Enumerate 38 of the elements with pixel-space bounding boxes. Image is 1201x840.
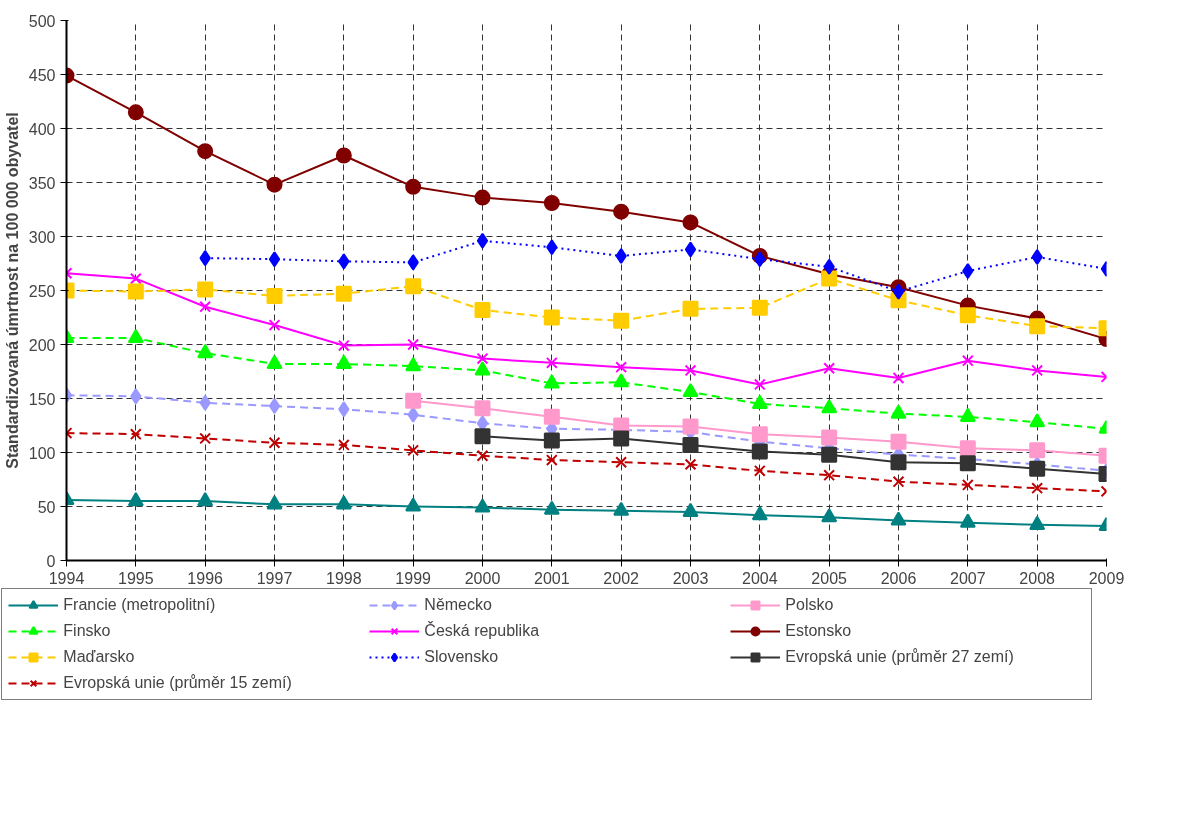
- x-tick-label: 2008: [1019, 569, 1056, 587]
- y-tick-label: 450: [28, 66, 56, 84]
- legend-label: Polsko: [785, 596, 835, 614]
- x-tick-label: 1995: [118, 569, 154, 587]
- x-tick-label: 2009: [1088, 569, 1125, 587]
- legend-label: Slovensko: [424, 648, 500, 666]
- y-tick-label: 50: [37, 498, 56, 516]
- x-tick-label: 2007: [950, 569, 986, 587]
- x-tick-label: 2003: [672, 569, 709, 587]
- y-tick-label: 100: [28, 444, 56, 462]
- legend-label: Německo: [424, 596, 493, 614]
- legend-label: Finsko: [63, 622, 112, 640]
- y-tick-label: 350: [28, 174, 56, 192]
- legend-label: Evropská unie (průměr 15 zemí): [63, 674, 293, 692]
- x-tick-label: 2004: [742, 569, 778, 587]
- x-tick-label: 2005: [811, 569, 848, 587]
- y-axis-title: Standardizovaná úmrtnost na 100 000 obyvatel: [3, 112, 21, 469]
- legend-label: Česká republika: [424, 622, 541, 640]
- y-tick-label: 200: [28, 336, 56, 354]
- x-tick-label: 2006: [880, 569, 917, 587]
- x-tick-label: 2001: [534, 569, 570, 587]
- legend-label: Maďarsko: [63, 648, 136, 666]
- y-tick-label: 250: [28, 282, 56, 300]
- y-tick-label: 400: [28, 120, 56, 138]
- x-tick-label: 2000: [464, 569, 501, 587]
- x-tick-label: 1996: [187, 569, 224, 587]
- legend-label: Evropská unie (průměr 27 zemí): [785, 648, 1015, 666]
- y-tick-label: 500: [28, 12, 56, 30]
- y-tick-label: 0: [46, 552, 56, 570]
- legend-label: Estonsko: [785, 622, 853, 640]
- x-tick-label: 1998: [326, 569, 362, 587]
- x-tick-label: 2002: [603, 569, 640, 587]
- x-tick-label: 1994: [48, 569, 85, 587]
- x-tick-label: 1999: [395, 569, 432, 587]
- y-tick-label: 150: [28, 390, 56, 408]
- x-tick-label: 1997: [256, 569, 293, 587]
- legend-label: Francie (metropolitní): [63, 596, 217, 614]
- y-tick-label: 300: [28, 228, 56, 246]
